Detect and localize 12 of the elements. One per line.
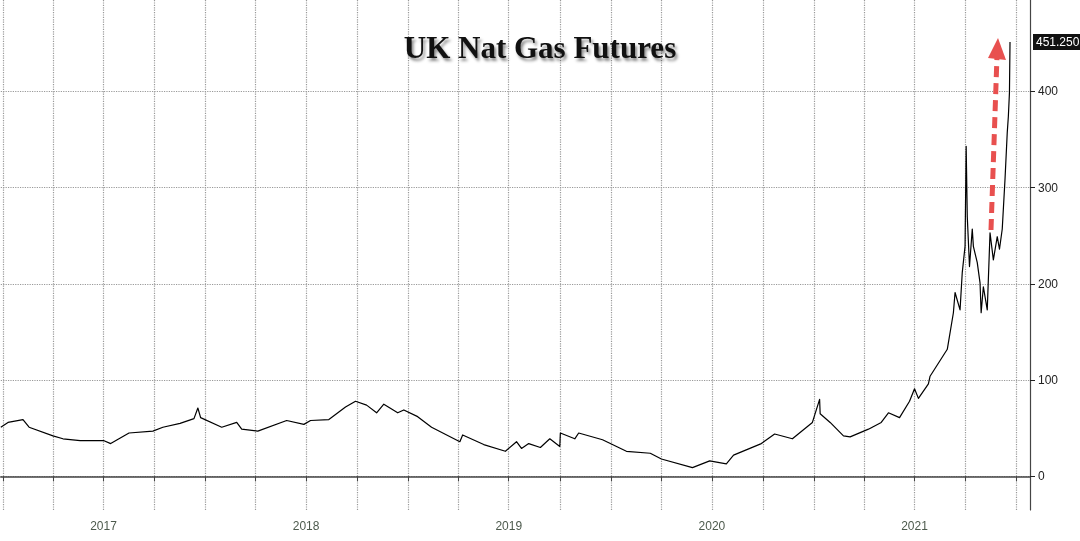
x-tick-label: 2020 (698, 519, 726, 533)
x-tick-label: 2021 (901, 519, 929, 533)
text: UK Nat Gas Futures (403, 30, 677, 65)
y-tick-label: 400 (1038, 84, 1059, 99)
annotation: 451.250 (1036, 35, 1080, 50)
y-tick-label: 0 (1038, 469, 1045, 484)
y-tick-label: 200 (1038, 276, 1059, 291)
y-tick-label: 300 (1038, 180, 1059, 195)
x-tick-label: 2019 (495, 519, 523, 533)
x-tick-label: 2017 (90, 519, 118, 533)
y-tick-label: 100 (1038, 373, 1059, 388)
x-tick-label: 2018 (292, 519, 320, 533)
